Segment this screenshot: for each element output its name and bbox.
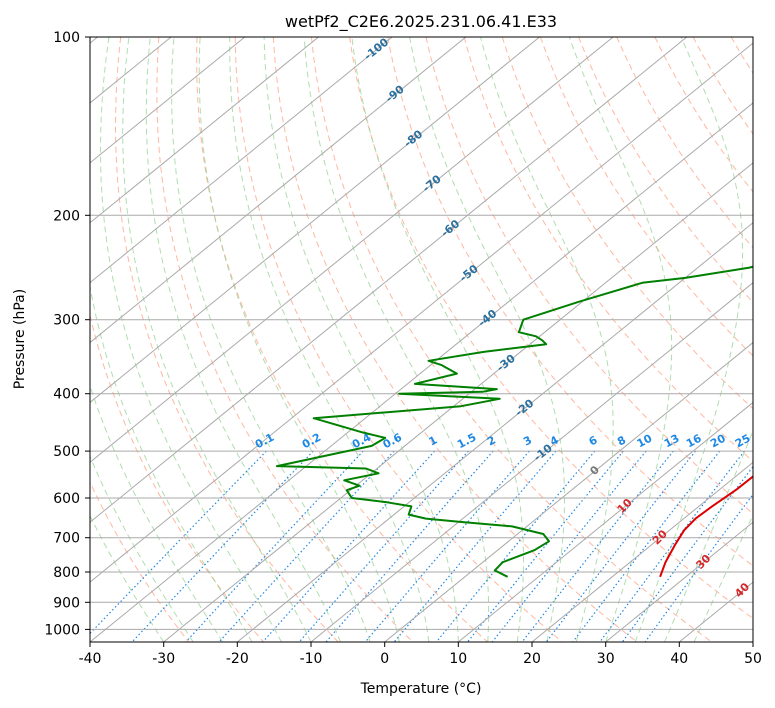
y-tick-label: 300 — [53, 313, 80, 329]
y-tick-label: 100 — [53, 30, 80, 46]
mixing-ratio-line — [521, 450, 674, 642]
dry-adiabat-line — [90, 313, 264, 642]
moist-adiabat-line — [229, 37, 430, 642]
isotherm-line — [236, 222, 753, 642]
mixing-ratio-line — [185, 450, 364, 642]
chart-title: wetPf2_C2E6.2025.231.06.41.E33 — [285, 12, 557, 32]
moist-adiabat-line — [90, 37, 253, 642]
moist-adiabat-line — [351, 37, 524, 642]
isotherm-line — [457, 401, 753, 642]
isotherm-line — [384, 341, 753, 642]
mixing-ratio-label: 10 — [635, 432, 655, 451]
mixing-ratio-label: 20 — [708, 432, 728, 451]
isotherm-line — [163, 162, 753, 642]
dry-adiabat-line — [616, 37, 753, 249]
x-tick-label: 10 — [449, 651, 467, 667]
mixing-ratio-label: 25 — [733, 432, 753, 451]
mixing-ratio-label: 16 — [684, 432, 704, 451]
moist-adiabat-line — [664, 429, 753, 642]
y-tick-label: 800 — [53, 565, 80, 581]
y-tick-label: 600 — [53, 491, 80, 507]
moist-adiabat-line — [145, 37, 341, 642]
mixing-ratio-line — [621, 465, 753, 642]
moist-adiabat-line — [99, 37, 282, 642]
x-axis-ticks: -40 -30 -20 -10 0 10 20 30 40 50 — [79, 642, 762, 667]
temperature-profile-line — [659, 475, 753, 578]
isotherm-line — [531, 461, 753, 642]
y-tick-label: 700 — [53, 531, 80, 547]
y-axis-ticks: 100 200 300 400 500 600 700 800 900 1000 — [44, 30, 90, 638]
dry-adiabat-line — [156, 37, 414, 642]
mixing-ratio-line — [393, 450, 557, 642]
y-tick-label: 200 — [53, 208, 80, 224]
isotherm-line — [90, 102, 753, 642]
x-tick-label: -30 — [152, 651, 175, 667]
isotherm-line — [90, 37, 467, 344]
x-tick-label: 30 — [597, 651, 615, 667]
mixing-ratio-line — [435, 450, 596, 642]
moist-adiabat-line — [263, 37, 459, 642]
isotherm-line — [90, 37, 319, 224]
mixing-ratio-line — [545, 450, 696, 642]
x-axis-label: Temperature (°C) — [360, 681, 482, 697]
isotherm-line — [90, 37, 688, 523]
moist-adiabat-line — [568, 37, 673, 642]
dry-adiabat-line — [90, 481, 190, 642]
dry-adiabat-line — [539, 37, 753, 357]
mixing-ratio-label: 13 — [662, 432, 682, 451]
mixing-ratio-line — [572, 450, 721, 642]
dry-adiabat-line — [311, 37, 712, 642]
isotherm-line — [90, 42, 753, 583]
isotherm-line — [90, 37, 393, 284]
moist-adiabat-line — [409, 37, 565, 642]
dry-adiabat-line — [425, 37, 753, 515]
dewpoint-profile-line — [275, 265, 753, 578]
moist-adiabat-line — [480, 37, 614, 642]
dry-adiabat-line — [234, 37, 563, 642]
x-tick-label: 0 — [380, 651, 389, 667]
dry-adiabat-line — [578, 37, 753, 303]
y-tick-label: 900 — [53, 595, 80, 611]
mixing-ratio-line — [599, 450, 745, 642]
dry-adiabat-line — [387, 37, 753, 567]
moist-adiabat-line — [122, 37, 312, 642]
y-tick-label: 1000 — [44, 622, 80, 638]
isotherm-line — [90, 37, 614, 463]
y-tick-label: 500 — [53, 444, 80, 460]
mixing-ratio-line — [131, 450, 314, 642]
mixing-ratio-line — [467, 450, 624, 642]
moist-adiabat-line — [171, 37, 371, 642]
mixing-ratio-line — [262, 450, 436, 642]
x-tick-label: -20 — [226, 651, 249, 667]
isotherm-line — [90, 37, 246, 164]
mixing-ratio-line — [491, 450, 647, 642]
moist-adiabat-line — [198, 37, 400, 642]
isotherm-line — [605, 521, 753, 642]
y-tick-label: 400 — [53, 387, 80, 403]
x-tick-label: 20 — [523, 651, 541, 667]
dry-adiabat-line — [272, 37, 638, 642]
moist-adiabat-line — [303, 37, 490, 642]
mixing-ratio-line — [90, 450, 267, 635]
isotherm-line — [310, 282, 753, 642]
x-tick-label: -40 — [79, 651, 102, 667]
isotherm-line — [90, 37, 540, 404]
y-axis-label: Pressure (hPa) — [12, 289, 28, 389]
mixing-ratio-line — [298, 450, 469, 642]
mixing-ratio-line — [218, 450, 395, 642]
x-tick-label: 40 — [670, 651, 688, 667]
x-tick-label: 50 — [744, 651, 762, 667]
x-tick-label: -10 — [300, 651, 323, 667]
profile-series — [275, 265, 753, 578]
plot-frame — [89, 36, 754, 643]
